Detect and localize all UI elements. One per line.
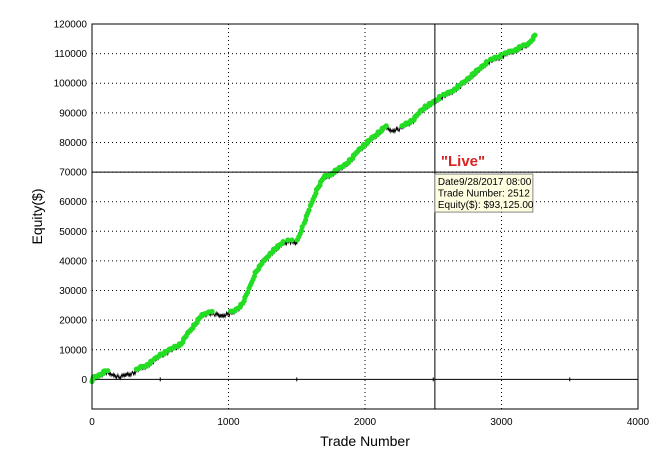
new-high-point <box>303 217 309 223</box>
tooltip: Date9/28/2017 08:00 Trade Number: 2512 E… <box>434 173 534 213</box>
new-high-point <box>383 123 389 129</box>
new-high-point <box>209 308 215 315</box>
annotation-layer: "Live" Date9/28/2017 08:00 Trade Number:… <box>92 24 638 409</box>
plot-frame <box>91 23 639 410</box>
new-high-point <box>483 59 490 65</box>
live-annotation: "Live" <box>441 153 485 170</box>
new-high-point <box>313 190 319 196</box>
y-tick-label: 40000 <box>59 256 87 267</box>
new-high-point <box>105 368 111 374</box>
x-tick-label: 3000 <box>490 417 513 428</box>
y-tick-label: 110000 <box>54 49 87 60</box>
tooltip-box <box>434 173 534 213</box>
x-tick-label: 0 <box>89 417 95 428</box>
ticks-layer: 0 1000 2000 3000 400001000020000300004000050… <box>54 20 650 429</box>
x-axis-title: Trade Number <box>320 433 410 449</box>
y-tick-label: 60000 <box>59 197 87 208</box>
x-tick-label: 4000 <box>627 417 650 428</box>
new-high-point <box>436 93 442 100</box>
y-tick-label: 0 <box>81 375 87 386</box>
new-high-point <box>245 289 251 295</box>
new-high-point <box>532 32 538 38</box>
x-tick-label: 2000 <box>354 417 377 428</box>
y-tick-label: 90000 <box>59 108 87 119</box>
y-tick-label: 70000 <box>59 168 87 179</box>
new-high-point <box>285 237 291 243</box>
tooltip-trade-number: Trade Number: 2512 <box>438 189 530 200</box>
y-tick-label: 10000 <box>59 345 87 356</box>
new-high-point <box>498 52 504 58</box>
new-high-point <box>298 228 305 234</box>
new-high-point <box>306 207 312 213</box>
y-tick-label: 50000 <box>59 227 87 238</box>
x-tick-label: 1000 <box>217 417 240 428</box>
series-layer <box>89 32 538 385</box>
y-tick-label: 120000 <box>54 20 88 31</box>
new-high-point <box>251 273 257 279</box>
y-tick-label: 80000 <box>59 138 87 149</box>
y-tick-label: 30000 <box>59 286 87 297</box>
new-high-point <box>289 237 295 243</box>
new-high-point <box>280 239 286 245</box>
y-tick-label: 20000 <box>59 316 87 327</box>
y-tick-label: 100000 <box>54 79 88 90</box>
tooltip-date: Date9/28/2017 08:00 <box>438 177 532 188</box>
tooltip-equity: Equity($): $93,125.00 <box>438 200 534 211</box>
y-axis-title: Equity($) <box>29 188 45 244</box>
